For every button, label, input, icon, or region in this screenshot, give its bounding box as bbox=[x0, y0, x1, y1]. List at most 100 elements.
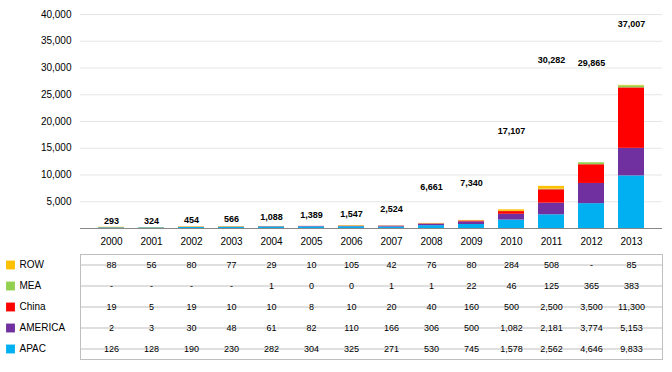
svg-text:40,000: 40,000 bbox=[41, 9, 72, 20]
svg-text:105: 105 bbox=[344, 260, 359, 270]
svg-text:304: 304 bbox=[304, 344, 319, 354]
svg-text:80: 80 bbox=[466, 260, 476, 270]
svg-text:2005: 2005 bbox=[300, 236, 323, 247]
svg-text:10: 10 bbox=[346, 302, 356, 312]
svg-text:2000: 2000 bbox=[100, 236, 123, 247]
svg-text:42: 42 bbox=[386, 260, 396, 270]
svg-text:2010: 2010 bbox=[500, 236, 523, 247]
svg-text:40: 40 bbox=[426, 302, 436, 312]
svg-text:2006: 2006 bbox=[340, 236, 363, 247]
svg-text:566: 566 bbox=[224, 214, 239, 224]
svg-text:8: 8 bbox=[309, 302, 314, 312]
svg-text:1: 1 bbox=[429, 281, 434, 291]
svg-text:30: 30 bbox=[186, 323, 196, 333]
svg-text:383: 383 bbox=[624, 281, 639, 291]
svg-text:3,500: 3,500 bbox=[580, 302, 603, 312]
svg-text:293: 293 bbox=[104, 216, 119, 226]
svg-text:2,562: 2,562 bbox=[540, 344, 563, 354]
svg-text:-: - bbox=[230, 281, 233, 291]
svg-text:48: 48 bbox=[226, 323, 236, 333]
svg-text:1: 1 bbox=[269, 281, 274, 291]
svg-text:88: 88 bbox=[106, 260, 116, 270]
svg-text:2009: 2009 bbox=[460, 236, 483, 247]
svg-text:10: 10 bbox=[306, 260, 316, 270]
svg-text:9,833: 9,833 bbox=[620, 344, 643, 354]
svg-text:365: 365 bbox=[584, 281, 599, 291]
svg-text:2011: 2011 bbox=[541, 236, 563, 247]
svg-text:-: - bbox=[150, 281, 153, 291]
svg-text:46: 46 bbox=[506, 281, 516, 291]
svg-text:500: 500 bbox=[464, 323, 479, 333]
svg-text:500: 500 bbox=[504, 302, 519, 312]
svg-text:22: 22 bbox=[466, 281, 476, 291]
svg-text:77: 77 bbox=[226, 260, 236, 270]
svg-text:10: 10 bbox=[226, 302, 236, 312]
svg-text:306: 306 bbox=[424, 323, 439, 333]
svg-text:1,389: 1,389 bbox=[300, 210, 323, 220]
svg-text:5,153: 5,153 bbox=[620, 323, 643, 333]
svg-text:1,547: 1,547 bbox=[340, 209, 363, 219]
svg-text:0: 0 bbox=[349, 281, 354, 291]
svg-text:530: 530 bbox=[424, 344, 439, 354]
svg-text:MEA: MEA bbox=[20, 280, 42, 291]
svg-text:3,774: 3,774 bbox=[580, 323, 603, 333]
svg-text:6,661: 6,661 bbox=[420, 182, 443, 192]
svg-text:1,082: 1,082 bbox=[500, 323, 523, 333]
svg-text:ROW: ROW bbox=[20, 259, 45, 270]
svg-text:110: 110 bbox=[344, 323, 358, 333]
svg-text:160: 160 bbox=[464, 302, 479, 312]
svg-text:2012: 2012 bbox=[580, 236, 603, 247]
svg-text:AMERICA: AMERICA bbox=[20, 322, 66, 333]
svg-text:29,865: 29,865 bbox=[578, 58, 606, 68]
svg-text:30,000: 30,000 bbox=[41, 62, 72, 73]
svg-text:11,300: 11,300 bbox=[618, 302, 645, 312]
svg-text:7,340: 7,340 bbox=[460, 178, 483, 188]
svg-text:-: - bbox=[590, 260, 593, 270]
svg-text:4,646: 4,646 bbox=[580, 344, 603, 354]
svg-text:-: - bbox=[190, 281, 193, 291]
svg-text:271: 271 bbox=[384, 344, 399, 354]
svg-text:2013: 2013 bbox=[620, 236, 643, 247]
svg-text:61: 61 bbox=[266, 323, 276, 333]
svg-text:2,524: 2,524 bbox=[380, 204, 403, 214]
svg-text:508: 508 bbox=[544, 260, 559, 270]
svg-text:454: 454 bbox=[184, 215, 199, 225]
svg-text:282: 282 bbox=[264, 344, 279, 354]
svg-text:80: 80 bbox=[186, 260, 196, 270]
svg-text:5,000: 5,000 bbox=[46, 196, 71, 207]
svg-text:APAC: APAC bbox=[20, 343, 47, 354]
svg-text:19: 19 bbox=[106, 302, 116, 312]
svg-text:2: 2 bbox=[109, 323, 114, 333]
svg-text:2,500: 2,500 bbox=[540, 302, 563, 312]
svg-text:10,000: 10,000 bbox=[41, 169, 72, 180]
svg-text:0: 0 bbox=[309, 281, 314, 291]
svg-text:324: 324 bbox=[144, 216, 159, 226]
svg-text:37,007: 37,007 bbox=[618, 19, 646, 29]
svg-text:35,000: 35,000 bbox=[41, 35, 72, 46]
svg-text:10: 10 bbox=[266, 302, 276, 312]
svg-text:15,000: 15,000 bbox=[41, 142, 72, 153]
svg-text:85: 85 bbox=[626, 260, 636, 270]
svg-text:230: 230 bbox=[224, 344, 239, 354]
svg-text:2003: 2003 bbox=[220, 236, 243, 247]
svg-text:1,088: 1,088 bbox=[260, 212, 283, 222]
svg-text:China: China bbox=[20, 301, 47, 312]
svg-text:3: 3 bbox=[149, 323, 154, 333]
svg-text:325: 325 bbox=[344, 344, 359, 354]
svg-text:20,000: 20,000 bbox=[41, 116, 72, 127]
svg-text:56: 56 bbox=[146, 260, 156, 270]
svg-text:19: 19 bbox=[186, 302, 196, 312]
svg-text:126: 126 bbox=[104, 344, 119, 354]
svg-text:82: 82 bbox=[306, 323, 316, 333]
svg-text:5: 5 bbox=[149, 302, 154, 312]
svg-text:29: 29 bbox=[266, 260, 276, 270]
svg-text:2,181: 2,181 bbox=[540, 323, 563, 333]
svg-text:30,282: 30,282 bbox=[538, 55, 566, 65]
svg-text:76: 76 bbox=[426, 260, 436, 270]
svg-text:745: 745 bbox=[464, 344, 479, 354]
svg-text:1,578: 1,578 bbox=[500, 344, 523, 354]
svg-text:2004: 2004 bbox=[260, 236, 283, 247]
svg-text:166: 166 bbox=[384, 323, 399, 333]
svg-text:2008: 2008 bbox=[420, 236, 443, 247]
svg-text:1: 1 bbox=[389, 281, 394, 291]
